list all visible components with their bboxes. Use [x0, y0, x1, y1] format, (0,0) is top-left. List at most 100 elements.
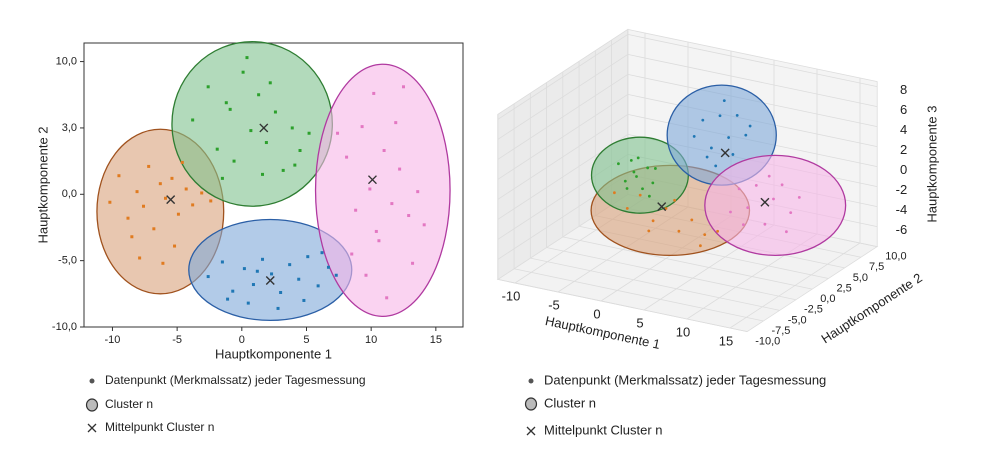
data-point: [625, 207, 629, 210]
grid-line: [513, 268, 764, 322]
data-point: [245, 56, 249, 60]
data-point: [754, 184, 758, 187]
data-point: [215, 147, 219, 151]
y-tick-label: -7,5: [771, 325, 790, 337]
z-tick-label: 8: [900, 82, 907, 97]
data-point: [206, 85, 210, 89]
grid-line: [497, 74, 629, 160]
data-point: [411, 261, 415, 265]
data-point: [334, 273, 338, 277]
data-point: [748, 124, 752, 128]
data-point: [382, 148, 386, 152]
data-point: [224, 101, 228, 105]
data-point: [130, 235, 134, 239]
cluster: [704, 154, 847, 257]
grid-line: [497, 114, 629, 200]
data-point: [646, 166, 650, 170]
data-point: [368, 187, 372, 191]
data-point: [727, 136, 730, 139]
data-point: [163, 196, 167, 200]
data-point: [298, 148, 302, 152]
data-point: [307, 131, 311, 135]
data-point: [270, 272, 274, 276]
data-point: [718, 114, 722, 118]
x-axis-label: Hauptkomponente 1: [215, 346, 332, 361]
centroid: [657, 202, 667, 212]
centroid: [720, 148, 730, 158]
data-point: [276, 306, 280, 310]
data-point: [710, 146, 713, 150]
legend-label: Cluster n: [105, 397, 153, 411]
data-point: [651, 219, 655, 223]
y-tick-label: -5,0: [58, 255, 77, 267]
x-tick-label: 15: [430, 334, 442, 346]
data-point: [377, 239, 381, 243]
z-tick-label: -6: [896, 222, 908, 237]
z-tick-label: 6: [900, 102, 907, 117]
data-point: [326, 265, 330, 269]
x-tick-label: -5: [172, 334, 182, 346]
x-tick-label: -10: [105, 334, 121, 346]
y-tick-label: 2,5: [836, 282, 851, 294]
data-point: [302, 298, 306, 302]
data-point: [407, 214, 411, 218]
cluster: [171, 41, 334, 207]
data-point: [354, 208, 358, 212]
data-point: [135, 190, 139, 194]
data-point: [632, 170, 636, 174]
grid-line: [562, 236, 813, 290]
data-point: [772, 197, 775, 201]
data-point: [306, 255, 310, 259]
legend-label: Mittelpunkt Cluster n: [544, 422, 663, 437]
data-point: [664, 207, 668, 210]
grid-line: [497, 54, 629, 140]
grid-line: [546, 247, 797, 301]
data-point: [290, 126, 294, 130]
data-point: [701, 118, 705, 122]
data-point: [705, 155, 709, 159]
data-point: [288, 263, 292, 267]
z-axis-label: Hauptkomponente 3: [925, 106, 940, 223]
data-point: [138, 256, 142, 260]
data-point: [735, 113, 739, 117]
centroid: [367, 175, 377, 185]
legend-dot: [528, 378, 534, 384]
grid-line: [530, 257, 780, 311]
grid-line: [627, 54, 878, 107]
data-point: [731, 153, 735, 156]
data-point: [226, 297, 230, 301]
data-point: [293, 163, 297, 167]
data-point: [647, 194, 651, 198]
data-point: [264, 141, 268, 145]
x-tick-label: 5: [636, 315, 643, 330]
grid-line: [497, 94, 629, 180]
centroid: [760, 197, 770, 207]
z-tick-label: -4: [896, 202, 908, 217]
data-point: [242, 267, 246, 271]
data-point: [257, 93, 261, 97]
data-point: [744, 133, 748, 137]
data-point: [636, 156, 640, 160]
data-point: [617, 162, 620, 166]
data-point: [152, 227, 156, 231]
data-point: [273, 110, 277, 114]
legend-label: Cluster n: [544, 395, 596, 410]
z-tick-label: -2: [896, 182, 908, 197]
y-axis-label: Hauptkomponente 2: [35, 126, 50, 243]
data-point: [422, 223, 426, 227]
grid-line: [497, 279, 748, 332]
data-point: [625, 187, 629, 190]
x-tick-label: 10: [676, 324, 690, 339]
z-tick-label: 4: [900, 122, 907, 137]
data-point: [126, 216, 130, 220]
data-point: [191, 118, 195, 122]
y-tick-label: -10,0: [755, 336, 780, 348]
data-point: [729, 210, 732, 214]
z-tick-label: 2: [900, 142, 907, 157]
legend-label: Datenpunkt (Merkmalssatz) jeder Tagesmes…: [105, 373, 366, 387]
data-point: [350, 252, 354, 256]
legend-label: Datenpunkt (Merkmalssatz) jeder Tagesmes…: [544, 372, 826, 387]
data-point: [641, 187, 644, 191]
data-point: [297, 277, 301, 281]
data-point: [220, 176, 224, 180]
